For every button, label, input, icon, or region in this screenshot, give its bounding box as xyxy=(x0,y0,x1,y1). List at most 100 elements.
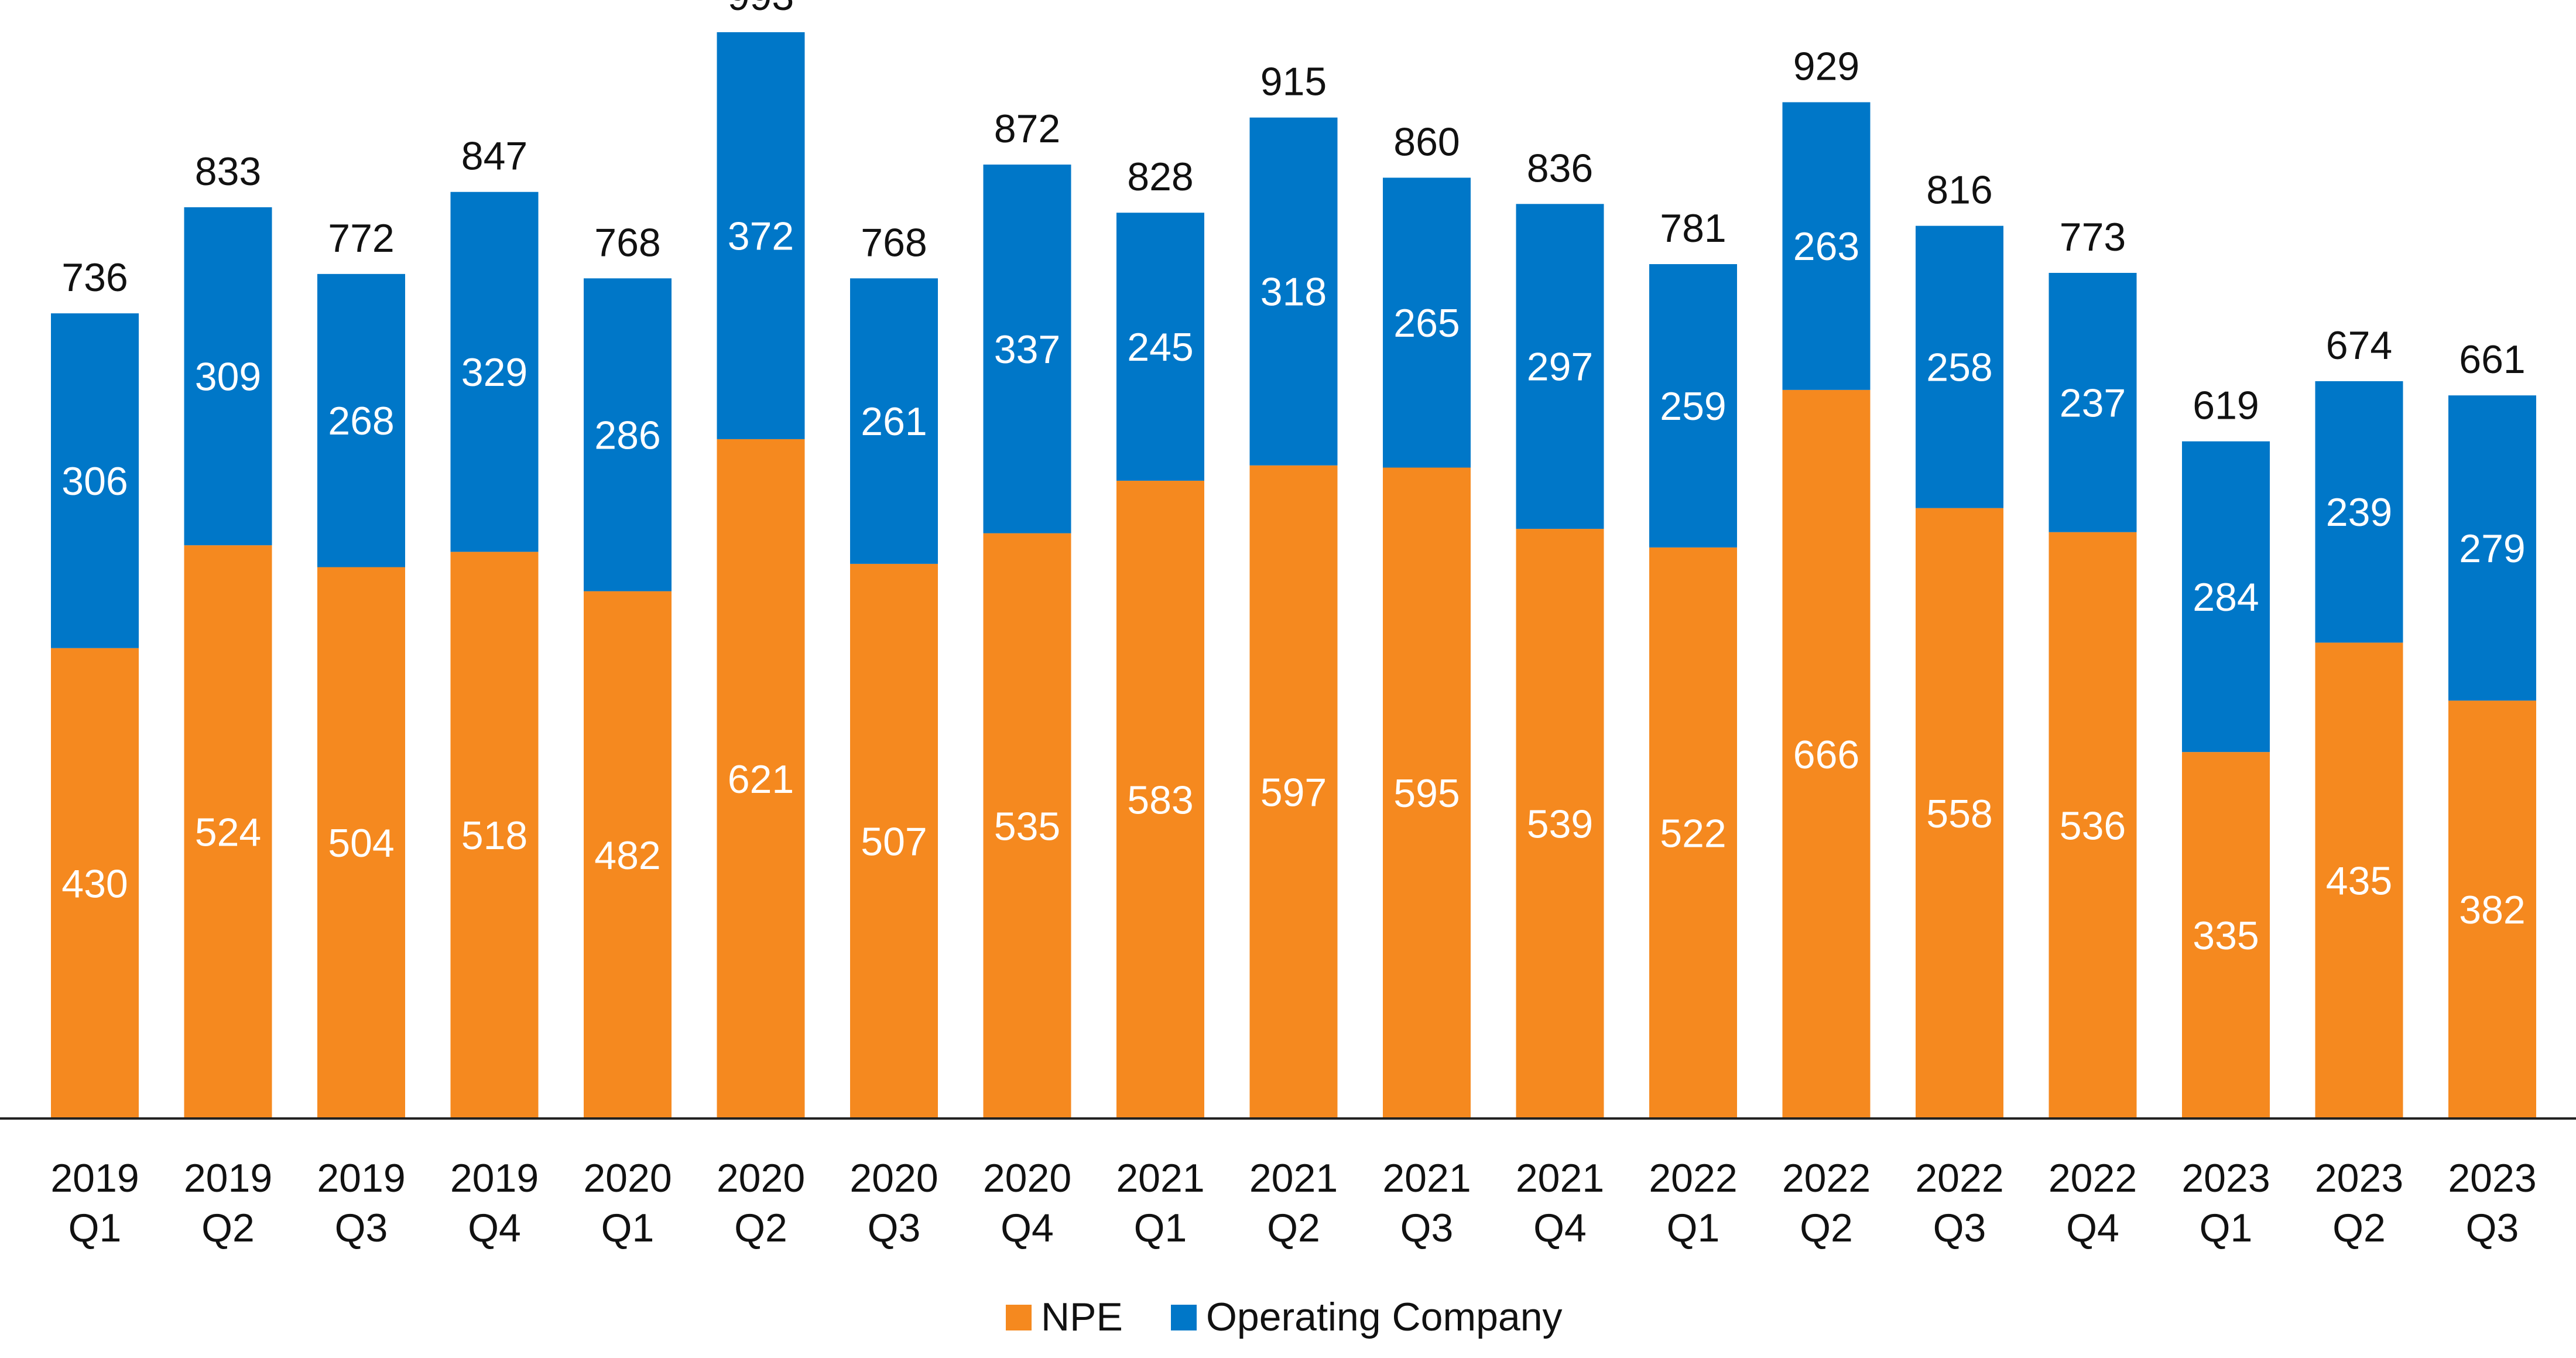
data-label-operating-company: 286 xyxy=(594,413,660,457)
data-label-total: 929 xyxy=(1793,45,1859,89)
x-tick-year: 2023 xyxy=(2181,1156,2270,1200)
data-label-npe: 518 xyxy=(461,813,527,858)
x-tick-quarter: Q3 xyxy=(868,1206,921,1250)
data-label-operating-company: 237 xyxy=(2060,381,2126,425)
data-label-operating-company: 265 xyxy=(1393,301,1460,346)
x-tick-year: 2022 xyxy=(1782,1156,1871,1200)
data-label-operating-company: 259 xyxy=(1660,384,1726,429)
x-tick-year: 2020 xyxy=(983,1156,1071,1200)
x-tick-quarter: Q3 xyxy=(1933,1206,1986,1250)
x-tick-quarter: Q3 xyxy=(335,1206,388,1250)
x-tick-year: 2020 xyxy=(717,1156,805,1200)
data-label-npe: 382 xyxy=(2459,888,2525,932)
x-tick-year: 2023 xyxy=(2448,1156,2536,1200)
data-label-npe: 597 xyxy=(1260,770,1327,815)
x-tick-year: 2023 xyxy=(2315,1156,2403,1200)
data-label-total: 847 xyxy=(461,134,527,179)
data-label-npe: 507 xyxy=(861,819,927,864)
data-label-total: 816 xyxy=(1926,168,1992,213)
data-label-total: 773 xyxy=(2060,215,2126,259)
data-label-total: 619 xyxy=(2193,384,2259,428)
data-label-total: 836 xyxy=(1527,146,1593,190)
data-label-total: 736 xyxy=(61,255,128,300)
x-tick-year: 2022 xyxy=(2049,1156,2137,1200)
x-tick-quarter: Q2 xyxy=(1267,1206,1320,1250)
data-label-total: 781 xyxy=(1660,206,1726,251)
data-label-operating-company: 306 xyxy=(61,459,128,504)
legend-swatch-operating-company xyxy=(1171,1305,1197,1330)
data-label-total: 768 xyxy=(594,220,660,265)
data-label-operating-company: 261 xyxy=(861,399,927,444)
x-tick-quarter: Q4 xyxy=(1001,1206,1054,1250)
data-label-operating-company: 239 xyxy=(2326,490,2392,535)
x-tick-quarter: Q1 xyxy=(1667,1206,1720,1250)
x-tick-quarter: Q4 xyxy=(1533,1206,1587,1250)
data-label-total: 833 xyxy=(195,149,261,194)
x-tick-quarter: Q4 xyxy=(468,1206,521,1250)
data-label-total: 860 xyxy=(1393,119,1460,164)
legend: NPE Operating Company xyxy=(1006,1295,1563,1339)
data-label-npe: 535 xyxy=(994,804,1060,849)
data-label-total: 828 xyxy=(1127,155,1193,199)
x-tick-year: 2022 xyxy=(1649,1156,1737,1200)
data-label-operating-company: 318 xyxy=(1260,270,1327,314)
data-label-total: 768 xyxy=(861,220,927,265)
data-label-operating-company: 263 xyxy=(1793,224,1859,269)
x-tick-quarter: Q2 xyxy=(734,1206,787,1250)
x-tick-year: 2020 xyxy=(583,1156,672,1200)
x-tick-year: 2021 xyxy=(1516,1156,1604,1200)
data-label-operating-company: 245 xyxy=(1127,325,1193,370)
x-tick-year: 2020 xyxy=(849,1156,938,1200)
x-tick-quarter: Q1 xyxy=(2200,1206,2253,1250)
bars-layer xyxy=(51,32,2536,1118)
data-label-operating-company: 279 xyxy=(2459,526,2525,571)
x-tick-year: 2019 xyxy=(184,1156,272,1200)
data-label-total: 872 xyxy=(994,107,1060,151)
data-label-npe: 595 xyxy=(1393,771,1460,816)
data-label-npe: 482 xyxy=(594,833,660,878)
stacked-bar-chart: 430 306 736 524 309 833 504 268 772 518 329 847 482 2… xyxy=(0,0,2576,1358)
x-axis-ticks: 2019Q12019Q22019Q32019Q42020Q12020Q22020… xyxy=(50,1156,2536,1250)
data-label-npe: 335 xyxy=(2193,914,2259,958)
x-tick-year: 2021 xyxy=(1116,1156,1204,1200)
data-label-npe: 430 xyxy=(61,861,128,906)
data-label-npe: 558 xyxy=(1926,792,1992,836)
data-label-operating-company: 284 xyxy=(2193,575,2259,620)
data-label-operating-company: 337 xyxy=(994,327,1060,372)
data-label-total: 674 xyxy=(2326,323,2392,368)
x-tick-quarter: Q1 xyxy=(68,1206,122,1250)
x-tick-year: 2022 xyxy=(1915,1156,2003,1200)
x-tick-year: 2021 xyxy=(1382,1156,1471,1200)
data-label-npe: 504 xyxy=(328,821,394,866)
data-label-npe: 666 xyxy=(1793,733,1859,777)
data-label-npe: 435 xyxy=(2326,859,2392,904)
x-tick-year: 2021 xyxy=(1249,1156,1338,1200)
x-tick-quarter: Q3 xyxy=(2466,1206,2519,1250)
x-tick-quarter: Q2 xyxy=(1800,1206,1853,1250)
data-label-npe: 522 xyxy=(1660,811,1726,856)
data-label-npe: 539 xyxy=(1527,802,1593,847)
x-tick-quarter: Q3 xyxy=(1400,1206,1454,1250)
x-tick-quarter: Q2 xyxy=(2332,1206,2386,1250)
data-label-operating-company: 329 xyxy=(461,350,527,395)
x-tick-quarter: Q1 xyxy=(601,1206,655,1250)
x-tick-year: 2019 xyxy=(450,1156,539,1200)
data-label-total: 993 xyxy=(728,0,794,19)
data-label-total: 661 xyxy=(2459,337,2525,382)
data-label-total: 772 xyxy=(328,216,394,261)
data-label-operating-company: 372 xyxy=(728,214,794,258)
data-label-npe: 524 xyxy=(195,810,261,855)
x-tick-quarter: Q4 xyxy=(2066,1206,2119,1250)
x-tick-quarter: Q2 xyxy=(201,1206,255,1250)
x-tick-year: 2019 xyxy=(317,1156,405,1200)
data-label-npe: 621 xyxy=(728,757,794,802)
legend-label-npe: NPE xyxy=(1041,1295,1123,1339)
data-label-operating-company: 309 xyxy=(195,355,261,399)
data-label-operating-company: 258 xyxy=(1926,346,1992,390)
data-label-operating-company: 268 xyxy=(328,399,394,443)
data-label-npe: 583 xyxy=(1127,778,1193,822)
data-label-total: 915 xyxy=(1260,60,1327,104)
legend-swatch-npe xyxy=(1006,1305,1032,1330)
data-label-npe: 536 xyxy=(2060,803,2126,848)
legend-label-operating-company: Operating Company xyxy=(1206,1295,1563,1339)
